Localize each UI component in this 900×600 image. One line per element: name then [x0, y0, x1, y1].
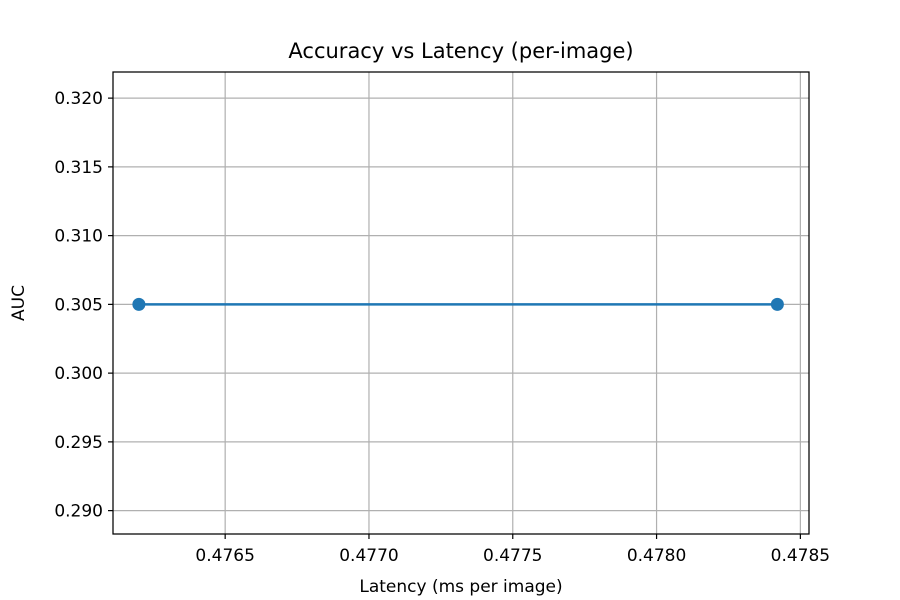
x-tick-label: 0.4785: [771, 546, 830, 566]
y-tick-label: 0.310: [54, 227, 103, 247]
plot-frame: [112, 71, 810, 535]
data-point: [132, 297, 146, 311]
x-tick-label: 0.4775: [483, 546, 542, 566]
y-tick-label: 0.315: [54, 158, 103, 178]
y-tick-label: 0.290: [54, 502, 103, 522]
y-tick-label: 0.320: [54, 89, 103, 109]
data-point: [770, 297, 784, 311]
x-tick-label: 0.4770: [339, 546, 398, 566]
series-layer: [132, 297, 784, 311]
ticks: 0.4765 0.4770 0.4775 0.4780 0.4785 0.290 0.295…: [54, 89, 830, 566]
y-axis-label: AUC: [9, 285, 29, 321]
y-tick-label: 0.300: [54, 364, 103, 384]
chart-title: Accuracy vs Latency (per-image): [288, 39, 633, 63]
x-tick-label: 0.4780: [627, 546, 686, 566]
x-axis-label: Latency (ms per image): [359, 577, 562, 597]
x-tick-label: 0.4765: [195, 546, 254, 566]
y-tick-label: 0.295: [54, 433, 103, 453]
y-tick-label: 0.305: [54, 295, 103, 315]
